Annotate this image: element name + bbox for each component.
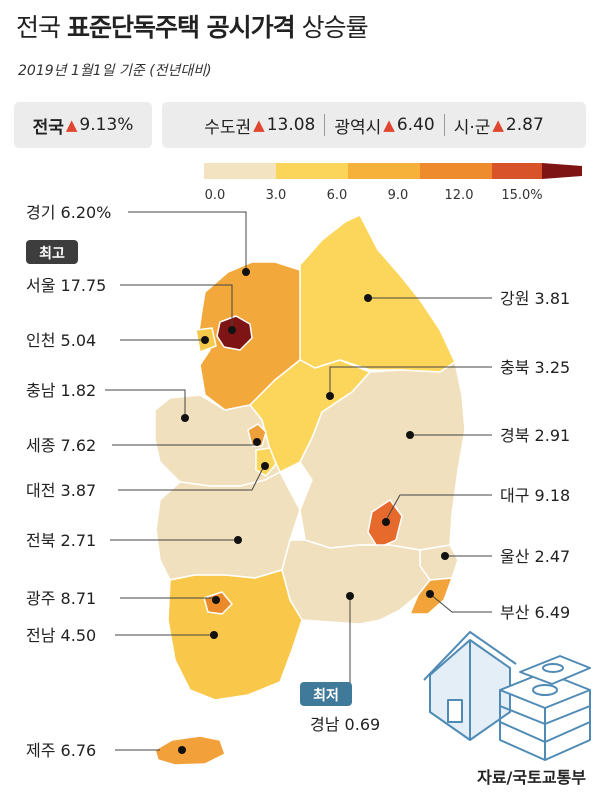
national-value: 9.13% — [79, 115, 134, 135]
dot-gyeongbuk — [406, 431, 414, 439]
leader-line-daejeon — [118, 465, 265, 491]
legend-swatch — [276, 163, 348, 179]
region-jeonnam — [167, 569, 303, 701]
up-arrow-icon: ▲ — [383, 116, 395, 134]
dot-daegu — [382, 518, 390, 526]
legend-tick: 9.0 — [388, 188, 409, 203]
dot-gangwon — [364, 294, 372, 302]
source-credit: 자료/국토교통부 — [477, 768, 586, 787]
label-chungbuk: 충북 3.25 — [500, 358, 570, 377]
leader-lines — [105, 211, 492, 751]
divider — [443, 114, 445, 136]
house-money-illustration — [423, 631, 591, 761]
national-label: 전국 — [32, 117, 64, 138]
label-gyeongbuk: 경북 2.91 — [500, 426, 570, 445]
lowest-badge: 최저 — [300, 682, 352, 706]
leader-line-daegu — [385, 494, 492, 521]
legend-tick: 0.0 — [205, 188, 226, 203]
legend-tick: 15.0% — [501, 188, 542, 203]
legend-tick: 6.0 — [327, 188, 348, 203]
metro-city-label: 광역시 — [334, 117, 382, 138]
dot-jeju — [178, 746, 186, 754]
up-arrow-icon: ▲ — [253, 116, 265, 134]
dot-daejeon — [261, 462, 269, 470]
dot-chungnam — [181, 414, 189, 422]
leader-line-chungnam — [105, 389, 186, 418]
label-jeju: 제주 6.76 — [26, 741, 96, 760]
region-gangwon — [297, 214, 456, 373]
page-subtitle: 2019년 1월1일 기준 (전년대비) — [18, 63, 212, 79]
legend-swatch — [348, 163, 420, 179]
capital-area-value: 13.08 — [266, 115, 316, 135]
label-seoul: 서울 17.75 — [26, 276, 106, 295]
leader-line-seoul — [120, 284, 233, 328]
up-arrow-icon: ▲ — [492, 116, 504, 134]
label-jeonbuk: 전북 2.71 — [26, 531, 96, 550]
legend-swatch — [420, 163, 492, 179]
legend-tick: 12.0 — [445, 188, 474, 203]
dot-seoul — [228, 326, 236, 334]
lowest-badge-label: 최저 — [313, 688, 339, 704]
label-gangwon: 강원 3.81 — [500, 289, 570, 308]
label-gwangju: 광주 8.71 — [26, 589, 96, 608]
label-jeonnam: 전남 4.50 — [26, 626, 96, 645]
highest-badge: 최고 — [26, 240, 78, 264]
capital-area-label: 수도권 — [204, 117, 252, 138]
leader-line-chungbuk — [329, 366, 492, 394]
label-busan: 부산 6.49 — [500, 603, 570, 622]
region-dots — [178, 268, 449, 754]
city-county-value: 2.87 — [505, 115, 544, 135]
city-county-label: 시·군 — [453, 117, 491, 138]
leader-line-busan — [429, 593, 492, 613]
dot-jeonbuk — [234, 536, 242, 544]
page-title: 전국 표준단독주택 공시가격 상승률 — [16, 13, 369, 42]
legend-swatch — [204, 163, 276, 179]
legend-swatch — [542, 163, 582, 179]
group-summary-box: 수도권 ▲ 13.08 광역시 ▲ 6.40 시·군 ▲ 2.87 — [162, 102, 586, 148]
dot-chungbuk — [326, 392, 334, 400]
dot-incheon — [201, 336, 209, 344]
label-incheon: 인천 5.04 — [26, 331, 96, 350]
region-jeonbuk — [155, 471, 301, 581]
national-summary-box: 전국 ▲ 9.13% — [14, 102, 152, 148]
up-arrow-icon: ▲ — [65, 116, 78, 134]
dot-ulsan — [441, 552, 449, 560]
leader-line-gyeonggi — [128, 211, 247, 270]
label-gyeonggi: 경기 6.20% — [26, 203, 111, 222]
region-labels: 경기 6.20% 서울 17.75 인천 5.04 강원 3.81 충남 1.8… — [26, 203, 570, 760]
dot-busan — [426, 590, 434, 598]
dot-gwangju — [212, 596, 220, 604]
legend: 0.0 3.0 6.0 9.0 12.0 15.0% — [204, 163, 582, 203]
dot-sejong — [253, 438, 261, 446]
region-gyeongnam — [281, 539, 431, 625]
label-chungnam: 충남 1.82 — [26, 381, 96, 400]
dot-gyeongnam — [346, 592, 354, 600]
label-sejong: 세종 7.62 — [26, 436, 96, 455]
legend-swatch — [492, 163, 542, 179]
highest-badge-label: 최고 — [39, 246, 65, 262]
label-ulsan: 울산 2.47 — [500, 547, 570, 566]
label-gyeongnam: 경남 0.69 — [310, 715, 380, 734]
region-daejeon — [255, 447, 277, 477]
label-daegu: 대구 9.18 — [500, 486, 570, 505]
dot-gyeonggi — [242, 268, 250, 276]
dot-jeonnam — [210, 631, 218, 639]
region-jeju — [154, 735, 226, 766]
metro-city-value: 6.40 — [396, 115, 435, 135]
regions — [154, 214, 466, 766]
label-daejeon: 대전 3.87 — [26, 481, 96, 500]
divider — [324, 114, 326, 136]
legend-tick: 3.0 — [266, 188, 287, 203]
region-sejong — [247, 423, 267, 447]
